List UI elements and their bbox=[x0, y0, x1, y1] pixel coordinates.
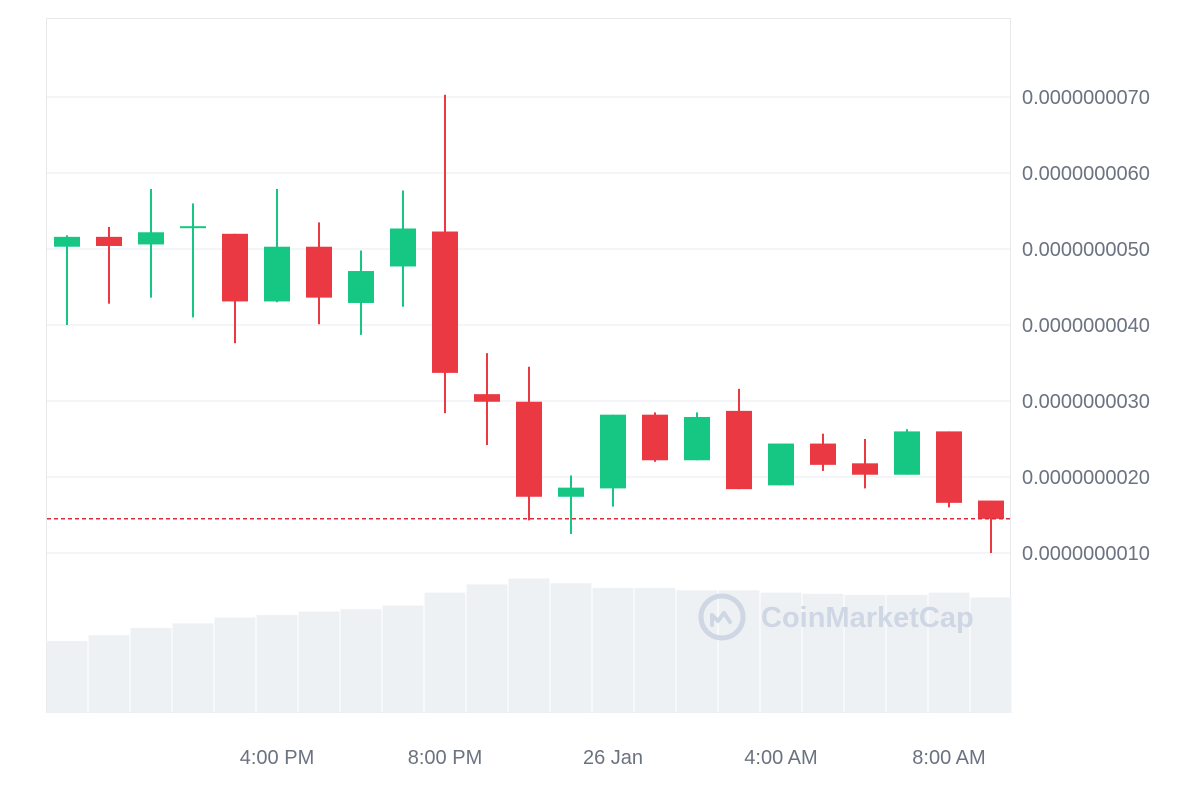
y-tick-label: 0.0000000030 bbox=[1022, 391, 1150, 413]
y-tick-label: 0.0000000060 bbox=[1022, 163, 1150, 185]
candle-body bbox=[642, 414, 668, 461]
candle bbox=[180, 203, 206, 318]
candle bbox=[558, 475, 584, 534]
candle-body bbox=[768, 443, 794, 486]
x-tick-label: 26 Jan bbox=[583, 747, 643, 769]
volume-bar bbox=[424, 592, 466, 713]
candle bbox=[894, 429, 920, 475]
volume-bar bbox=[592, 587, 634, 713]
volume-bar bbox=[550, 583, 592, 713]
volume-bar bbox=[886, 595, 928, 713]
candle bbox=[348, 250, 374, 335]
volume-bar bbox=[340, 609, 382, 713]
candle-body bbox=[54, 236, 80, 247]
candle-body bbox=[894, 431, 920, 475]
candle-body bbox=[138, 232, 164, 245]
candle-body bbox=[516, 401, 542, 497]
candle bbox=[390, 190, 416, 307]
x-axis: 4:00 PM 8:00 PM 26 Jan 4:00 AM 8:00 AM bbox=[240, 747, 986, 769]
candle bbox=[684, 412, 710, 461]
volume-bar bbox=[802, 593, 844, 713]
candle-body bbox=[600, 414, 626, 489]
volume-layer bbox=[46, 578, 1012, 713]
candle bbox=[726, 388, 752, 490]
candle bbox=[474, 353, 500, 446]
volume-bar bbox=[844, 595, 886, 713]
volume-bar bbox=[46, 641, 88, 713]
watermark: CoinMarketCap bbox=[698, 593, 974, 641]
candle bbox=[96, 226, 122, 304]
y-tick-label: 0.0000000050 bbox=[1022, 239, 1150, 261]
candle bbox=[600, 414, 626, 507]
candle-body bbox=[726, 410, 752, 490]
candle-body bbox=[474, 394, 500, 402]
volume-bar bbox=[214, 617, 256, 713]
y-tick-label: 0.0000000070 bbox=[1022, 87, 1150, 109]
watermark-text: CoinMarketCap bbox=[761, 602, 974, 634]
candle-body bbox=[306, 246, 332, 298]
y-tick-label: 0.0000000020 bbox=[1022, 467, 1150, 489]
x-tick-label: 8:00 AM bbox=[912, 747, 985, 769]
x-tick-label: 4:00 AM bbox=[744, 747, 817, 769]
candle-body bbox=[96, 236, 122, 246]
x-tick-label: 4:00 PM bbox=[240, 747, 314, 769]
candle bbox=[306, 222, 332, 325]
candle-body bbox=[390, 228, 416, 267]
candle bbox=[936, 431, 962, 508]
candle-body bbox=[684, 416, 710, 461]
candle bbox=[642, 412, 668, 462]
volume-bar bbox=[718, 590, 760, 713]
candle bbox=[852, 439, 878, 489]
candle-body bbox=[978, 500, 1004, 519]
candle bbox=[222, 233, 248, 344]
candle-body bbox=[810, 443, 836, 465]
volume-bar bbox=[466, 584, 508, 713]
candle bbox=[768, 443, 794, 486]
y-tick-label: 0.0000000040 bbox=[1022, 315, 1150, 337]
volume-bar bbox=[970, 597, 1012, 713]
candle-body bbox=[936, 431, 962, 503]
candle-body bbox=[852, 463, 878, 475]
candle bbox=[978, 500, 1004, 553]
volume-bar bbox=[88, 635, 130, 713]
y-axis: 0.0000000010 0.0000000020 0.0000000030 0.00… bbox=[1022, 87, 1150, 565]
y-tick-label: 0.0000000010 bbox=[1022, 543, 1150, 565]
coinmarketcap-logo-icon bbox=[698, 593, 746, 641]
volume-bar bbox=[928, 592, 970, 713]
grid-layer bbox=[47, 96, 1010, 554]
candle-body bbox=[432, 231, 458, 373]
volume-bar bbox=[676, 590, 718, 713]
volume-bar bbox=[634, 587, 676, 713]
candle bbox=[810, 433, 836, 471]
candle-body bbox=[180, 226, 206, 229]
volume-bar bbox=[382, 605, 424, 713]
candle bbox=[432, 94, 458, 414]
candle bbox=[138, 188, 164, 298]
candle-body bbox=[558, 487, 584, 497]
volume-bar bbox=[130, 628, 172, 713]
candle-body bbox=[348, 271, 374, 303]
x-tick-label: 8:00 PM bbox=[408, 747, 482, 769]
candle-layer bbox=[54, 94, 1004, 553]
candle bbox=[264, 188, 290, 303]
volume-bar bbox=[298, 611, 340, 713]
volume-bar bbox=[508, 578, 550, 713]
volume-bar bbox=[760, 592, 802, 713]
volume-bar bbox=[256, 615, 298, 713]
candle bbox=[54, 235, 80, 325]
candle-body bbox=[264, 246, 290, 302]
candle-body bbox=[222, 233, 248, 302]
candle bbox=[516, 366, 542, 521]
volume-bar bbox=[172, 623, 214, 713]
